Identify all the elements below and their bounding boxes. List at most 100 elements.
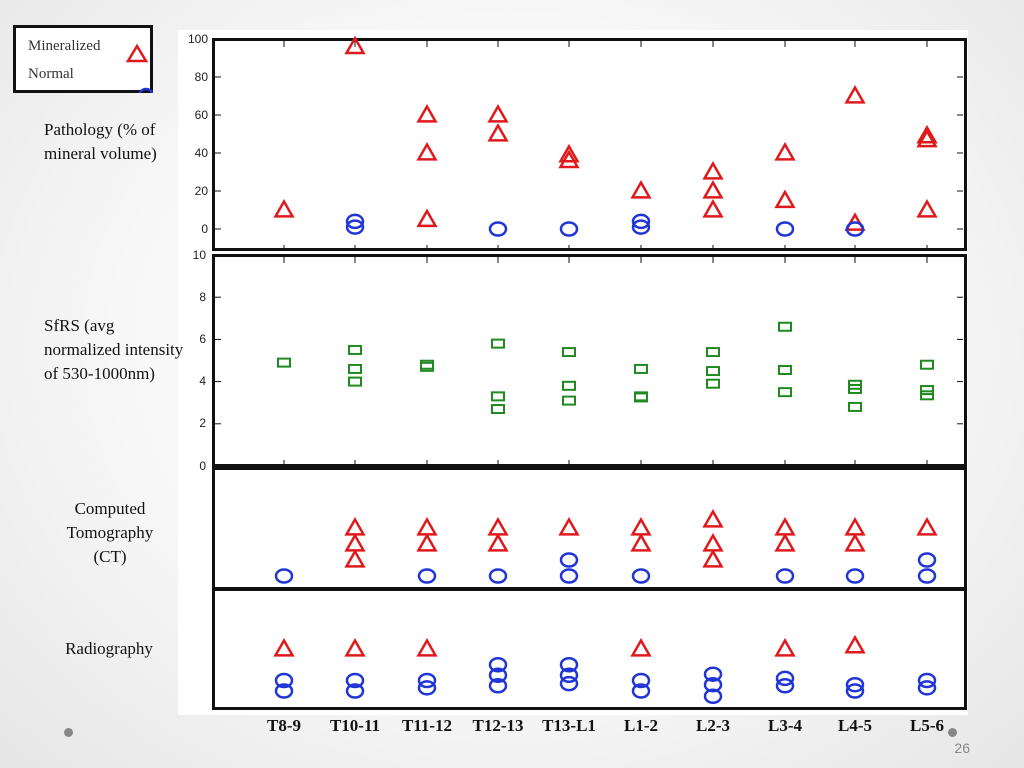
mineralized-triangle-marker <box>416 516 438 536</box>
mineralized-triangle-marker <box>487 516 509 536</box>
legend-markers <box>125 43 153 93</box>
normal-circle-marker <box>417 672 437 689</box>
mineralized-triangle-marker <box>702 179 724 199</box>
mineralized-triangle-marker <box>844 516 866 536</box>
normal-circle-marker <box>345 219 365 235</box>
sfrs-square-marker <box>277 357 291 368</box>
x-tick-label: L5-6 <box>910 716 944 735</box>
mineralized-triangle-marker <box>916 128 938 148</box>
mineralized-triangle-marker <box>487 532 509 552</box>
slide-bullet-right <box>948 728 957 737</box>
sfrs-plot-frame <box>212 254 967 467</box>
sfrs-square-marker <box>920 385 934 396</box>
normal-circle-marker <box>703 676 723 693</box>
ytick-label: 6 <box>199 332 206 346</box>
normal-circle-marker <box>488 678 508 694</box>
sfrs-square-marker <box>562 380 576 391</box>
normal-circle-marker <box>417 568 437 584</box>
mineralized-triangle-marker <box>916 516 938 536</box>
legend-label-normal: Normal <box>28 66 74 82</box>
sfrs-square-marker <box>562 347 576 358</box>
normal-circle-marker <box>345 672 365 689</box>
sfrs-square-marker <box>778 387 792 398</box>
mineralized-triangle-marker <box>558 143 580 163</box>
normal-circle-marker <box>775 670 795 687</box>
x-tick-label: T8-9 <box>267 716 301 735</box>
mineralized-triangle-marker <box>344 532 366 552</box>
mineralized-triangle-marker <box>416 637 438 657</box>
ytick-label: 4 <box>199 374 206 388</box>
normal-circle-marker <box>631 219 651 235</box>
mineralized-triangle-marker <box>916 198 938 218</box>
normal-circle-marker <box>274 568 294 584</box>
normal-circle-marker <box>345 683 365 699</box>
ytick-label: 20 <box>194 184 208 198</box>
normal-circle-marker <box>631 683 651 699</box>
pathology-row-label: Pathology (% of mineral volume) <box>44 120 157 163</box>
ytick-label: 2 <box>199 416 206 430</box>
normal-circle-marker <box>488 221 508 237</box>
normal-circle-marker <box>845 221 865 237</box>
sfrs-square-marker <box>634 391 648 402</box>
sfrs-square-marker <box>848 379 862 390</box>
normal-circle-marker <box>845 568 865 584</box>
normal-circle-marker <box>559 221 579 237</box>
mineralized-triangle-marker <box>416 532 438 552</box>
normal-circle-marker <box>488 667 508 683</box>
normal-circle-marker <box>845 683 865 699</box>
normal-circle-marker <box>274 683 294 699</box>
radiography-row-label: Radiography <box>65 639 153 658</box>
sfrs-square-marker <box>706 347 720 358</box>
normal-circle-marker <box>274 672 294 689</box>
normal-circle-marker <box>917 680 937 696</box>
normal-circle-marker <box>775 678 795 694</box>
mineralized-triangle-marker <box>916 124 938 144</box>
x-tick-label: T11-12 <box>401 716 453 735</box>
mineralized-triangle-marker <box>774 141 796 161</box>
legend-triangle-icon <box>125 43 149 63</box>
normal-circle-marker <box>917 552 937 568</box>
mineralized-triangle-marker <box>774 637 796 657</box>
x-tick-label: T13-L1 <box>542 716 596 735</box>
normal-circle-marker <box>559 552 579 568</box>
mineralized-triangle-marker <box>630 179 652 199</box>
legend: Mineralized Normal <box>13 25 153 93</box>
radiography-plot-frame <box>212 588 967 710</box>
mineralized-triangle-marker <box>702 198 724 218</box>
ytick-label: 80 <box>194 70 208 84</box>
ytick-label: 8 <box>199 290 206 304</box>
x-tick-label: L3-4 <box>768 716 802 735</box>
sfrs-square-marker <box>778 364 792 375</box>
mineralized-triangle-marker <box>558 149 580 169</box>
plot-area-background <box>178 30 968 715</box>
mineralized-triangle-marker <box>774 189 796 209</box>
normal-circle-marker <box>559 667 579 683</box>
mineralized-triangle-marker <box>844 84 866 104</box>
ytick-label: 60 <box>194 108 208 122</box>
mineralized-triangle-marker <box>344 35 366 55</box>
normal-circle-marker <box>631 672 651 689</box>
x-tick-label: L1-2 <box>624 716 658 735</box>
normal-circle-marker <box>917 672 937 689</box>
mineralized-triangle-marker <box>844 532 866 552</box>
mineralized-triangle-marker <box>774 516 796 536</box>
mineralized-triangle-marker <box>344 516 366 536</box>
sfrs-row-label: SfRS (avg normalized intensity of 530-10… <box>44 316 184 383</box>
normal-circle-marker <box>631 213 651 230</box>
normal-circle-marker <box>559 657 579 673</box>
x-tick-label: L4-5 <box>838 716 872 735</box>
sfrs-square-marker <box>348 376 362 387</box>
normal-circle-marker <box>631 568 651 584</box>
pathology-plot-frame <box>212 38 967 251</box>
ct-row-label: Computed Tomography (CT) <box>66 499 154 566</box>
mineralized-triangle-marker <box>273 198 295 218</box>
mineralized-triangle-marker <box>344 637 366 657</box>
normal-circle-marker <box>345 213 365 230</box>
mineralized-triangle-marker <box>702 532 724 552</box>
sfrs-square-marker <box>706 366 720 377</box>
mineralized-triangle-marker <box>416 208 438 228</box>
slide-number: 26 <box>954 740 970 756</box>
sfrs-square-marker <box>491 391 505 402</box>
mineralized-triangle-marker <box>487 122 509 142</box>
mineralized-triangle-marker <box>774 532 796 552</box>
